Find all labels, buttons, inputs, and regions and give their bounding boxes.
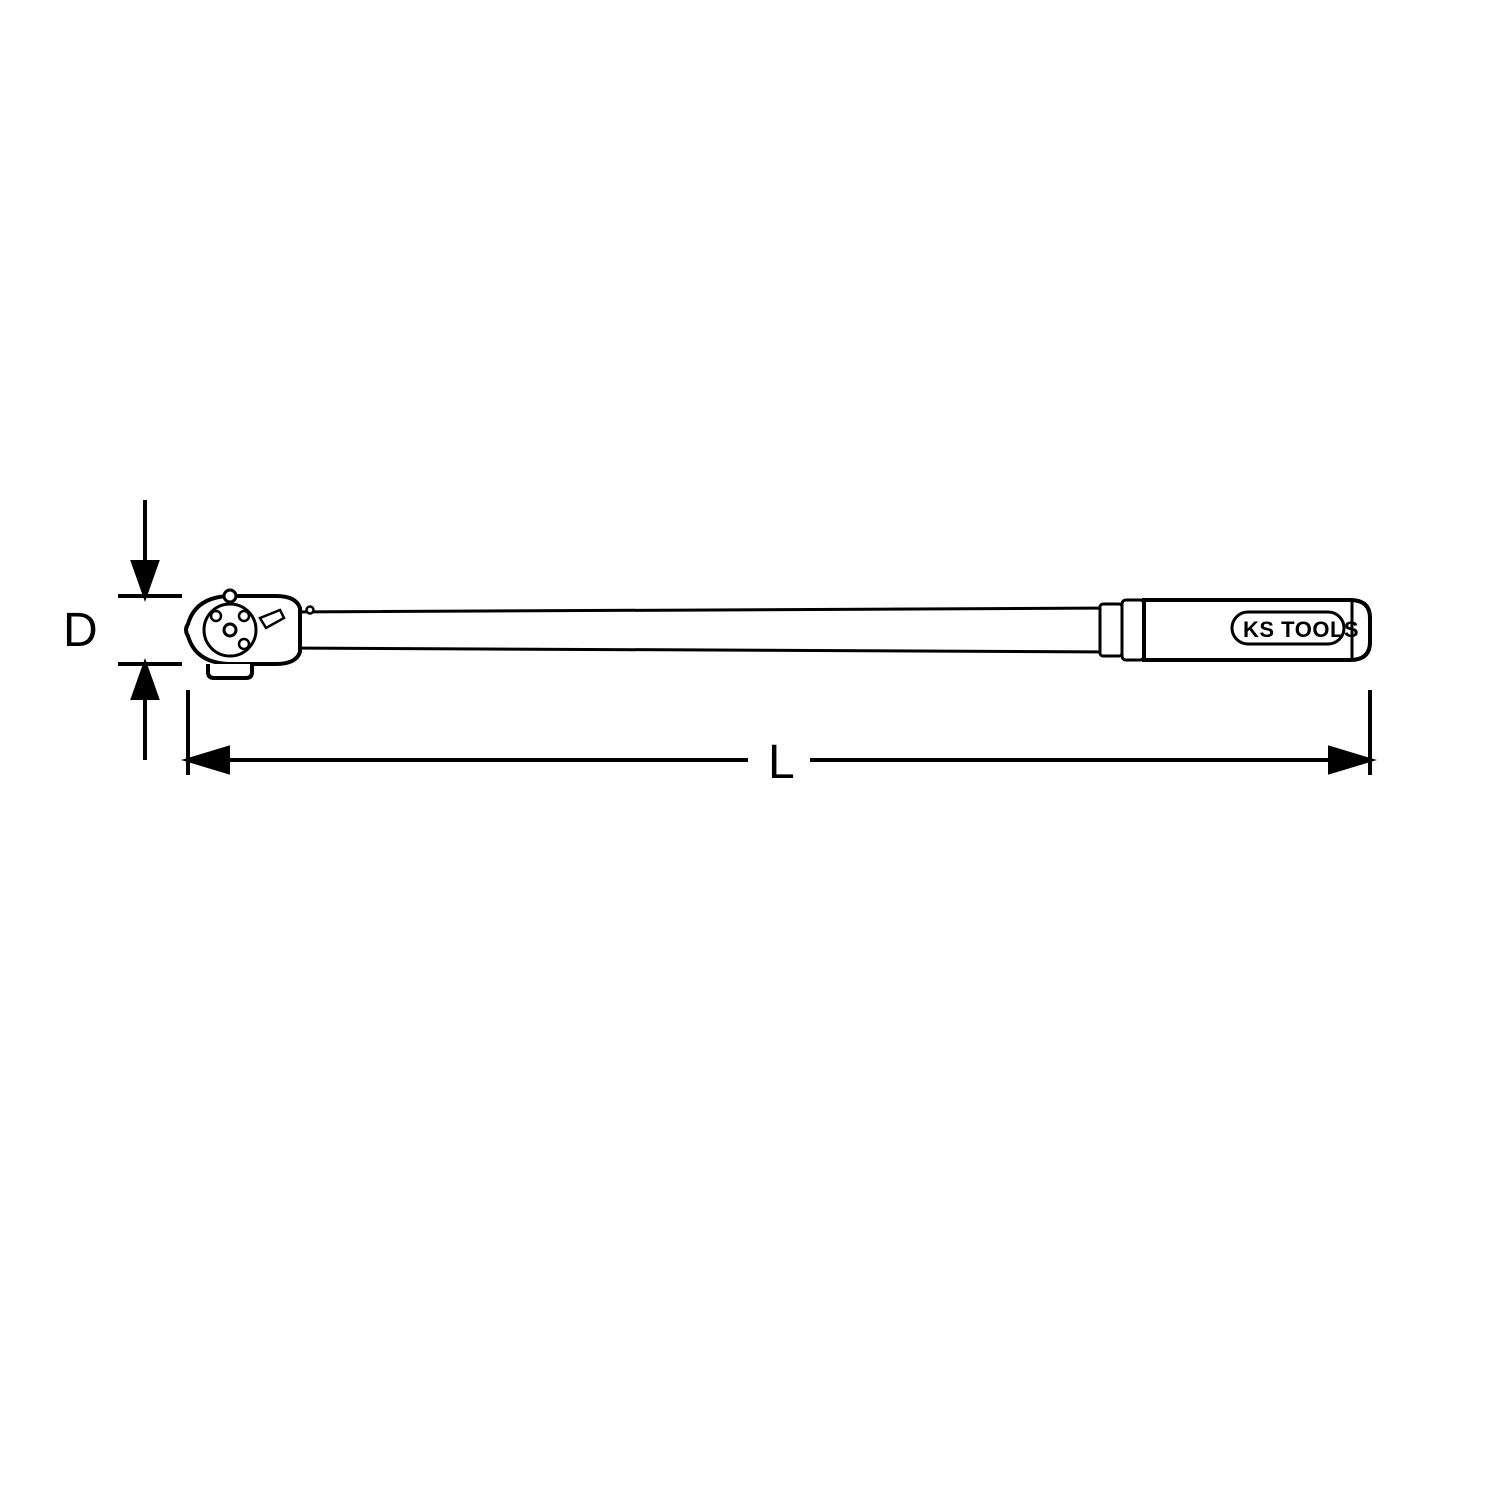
neck-pin [307, 607, 314, 614]
head-dot-3 [239, 639, 249, 649]
head-dot-1 [239, 611, 249, 621]
drive-square [208, 664, 252, 678]
diagram-frame: D L KS TOOLS [63, 63, 1438, 1438]
L-arrow-right [1330, 748, 1370, 772]
torque-wrench-outline [186, 590, 1370, 678]
D-arrow-top [133, 562, 157, 596]
brand-text: KS TOOLS [1243, 617, 1359, 643]
label-L: L [768, 735, 795, 790]
D-arrow-bot [133, 664, 157, 698]
label-D: D [63, 603, 98, 658]
wrench-shaft [285, 608, 1115, 652]
head-top-button [224, 590, 236, 602]
diagram-page: D L KS TOOLS [0, 0, 1500, 1500]
dimension-D [118, 500, 182, 760]
head-inner-dot [224, 624, 236, 636]
L-arrow-left [188, 748, 228, 772]
wrench-collar-1 [1100, 604, 1122, 656]
head-dot-2 [211, 611, 221, 621]
wrench-collar-2 [1122, 600, 1144, 660]
technical-drawing-svg [63, 63, 1438, 1438]
